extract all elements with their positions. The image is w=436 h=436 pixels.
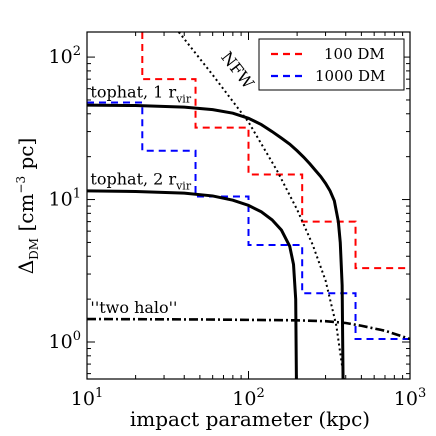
legend: 100 DM 1000 DM [258,38,405,91]
x-tick-label: 101 [71,386,103,410]
series-tophat-1rvir [87,103,345,379]
axis-ticks [86,32,411,379]
plot-lines [87,32,410,379]
legend-box [258,38,405,91]
annotation-tophat-2rvir: tophat, 2 rvir [90,169,191,192]
legend-label-100-dm: 100 DM [324,45,385,63]
annotation-two-halo: ''two halo'' [90,298,177,317]
annotation-tophat-1rvir: tophat, 1 rvir [90,83,191,106]
x-axis-label: impact parameter (kpc) [130,407,370,431]
x-tick-label: 103 [394,386,426,410]
legend-label-1000-dm: 1000 DM [315,67,385,85]
series-tophat-2rvir [87,189,298,379]
x-tick-label: 102 [232,386,264,410]
y-axis-label: ΔDM [cm−3 pc] [14,138,41,275]
series-1000-dm [87,101,410,340]
series-two-halo [87,317,410,341]
y-tick-label: 101 [49,187,81,211]
series-nfw [177,32,345,379]
y-tick-label: 100 [49,329,81,353]
y-tick-label: 102 [49,44,81,68]
axis-tick-labels: 101 102 103 100 101 102 [49,44,427,410]
